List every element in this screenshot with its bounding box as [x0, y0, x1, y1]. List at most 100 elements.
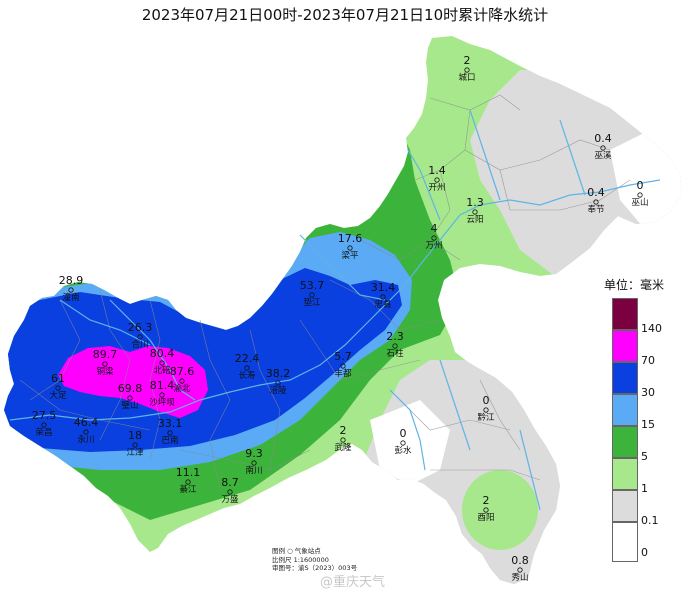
station-marker-icon	[185, 479, 191, 485]
station-value: 2	[483, 494, 490, 507]
station-潼南: 28.9 潼南	[59, 274, 84, 303]
station-璧山: 69.8 璧山	[118, 382, 143, 411]
station-石柱: 2.3 石柱	[386, 330, 404, 359]
station-marker-icon	[179, 378, 185, 384]
station-万盛: 8.7 万盛	[221, 476, 239, 505]
station-marker-icon	[275, 380, 281, 386]
station-北碚: 80.4 北碚	[150, 347, 175, 376]
station-marker-icon	[41, 422, 47, 428]
station-value: 33.1	[158, 417, 183, 430]
station-value: 22.4	[235, 352, 260, 365]
station-name: 垫江	[303, 297, 321, 308]
legend-label: 15	[641, 418, 655, 431]
station-name: 铜梁	[96, 366, 114, 377]
station-marker-icon	[102, 361, 108, 367]
station-name: 南川	[245, 465, 262, 476]
station-name: 永川	[77, 434, 94, 445]
station-marker-icon	[55, 385, 61, 391]
station-value: 5.7	[334, 350, 352, 363]
station-value: 69.8	[118, 382, 143, 395]
rain-zone-0-0.1-east	[610, 130, 682, 235]
rain-zone-70-140	[58, 346, 208, 418]
station-value: 31.4	[371, 281, 396, 294]
station-marker-icon	[434, 177, 440, 183]
station-marker-icon	[472, 209, 478, 215]
station-marker-icon	[517, 567, 523, 573]
station-开州: 1.4 开州	[428, 164, 446, 193]
station-name: 北碚	[153, 365, 171, 376]
station-秀山: 0.8 秀山	[511, 554, 529, 583]
map-title: 2023年07月21日00时-2023年07月21日10时累计降水统计	[141, 6, 549, 24]
station-marker-icon	[159, 392, 165, 398]
station-value: 0.8	[511, 554, 529, 567]
station-marker-icon	[392, 343, 398, 349]
station-value: 0.4	[594, 132, 612, 145]
station-长寿: 22.4 长寿	[235, 352, 260, 381]
station-layer: 2 城口 0.4 巫溪 1.4 开州 0 巫山 0.4 奉节 1.3 云阳 4 万州 17.6 梁平 53.7 垫…	[32, 54, 649, 583]
station-忠县: 31.4 忠县	[371, 281, 396, 310]
station-name: 长寿	[238, 370, 256, 381]
station-marker-icon	[600, 145, 606, 151]
station-城口: 2 城口	[458, 54, 475, 83]
station-奉节: 0.4 奉节	[587, 186, 605, 215]
station-marker-icon	[244, 365, 250, 371]
station-marker-icon	[637, 192, 643, 198]
station-name: 潼南	[62, 292, 79, 303]
station-name: 巫山	[631, 197, 648, 208]
station-value: 61	[51, 372, 65, 385]
station-name: 荣昌	[35, 427, 52, 438]
station-name: 城口	[458, 73, 475, 83]
station-value: 1.3	[466, 196, 484, 209]
station-value: 46.4	[74, 416, 99, 429]
legend-title: 单位：毫米	[604, 278, 665, 292]
station-value: 9.3	[245, 447, 263, 460]
station-marker-icon	[132, 442, 138, 448]
legend-swatch	[612, 394, 638, 426]
station-name: 沙坪坝	[149, 398, 175, 408]
station-梁平: 17.6 梁平	[338, 232, 363, 261]
station-marker-icon	[464, 67, 470, 73]
station-value: 17.6	[338, 232, 363, 245]
station-name: 綦江	[179, 484, 197, 495]
station-value: 0	[637, 179, 644, 192]
station-value: 27.5	[32, 409, 57, 422]
station-value: 81.4	[150, 379, 175, 392]
legend-swatch	[612, 298, 638, 330]
legend-label: 30	[641, 386, 655, 399]
station-value: 26.3	[128, 321, 153, 334]
station-marker-icon	[83, 429, 89, 435]
station-value: 2	[464, 54, 471, 67]
station-value: 87.6	[170, 365, 195, 378]
legend-label: 70	[641, 354, 655, 367]
station-value: 0	[483, 394, 490, 407]
station-marker-icon	[347, 245, 353, 251]
station-marker-icon	[227, 489, 233, 495]
legend-label: 140	[641, 322, 662, 335]
station-name: 巴南	[161, 435, 178, 446]
station-value: 2.3	[386, 330, 404, 343]
note-legend-symbol: 图例 ○ 气象站点	[272, 547, 321, 555]
station-南川: 9.3 南川	[245, 447, 263, 476]
note-approval-number: 审图号：渝S（2023）003号	[272, 564, 358, 572]
station-marker-icon	[483, 507, 489, 513]
station-marker-icon	[431, 235, 437, 241]
station-江津: 18 江津	[126, 429, 144, 458]
station-marker-icon	[68, 287, 74, 293]
station-value: 1.4	[428, 164, 446, 177]
district-boundaries	[19, 94, 631, 491]
station-酉阳: 2 酉阳	[477, 494, 494, 523]
station-value: 11.1	[176, 466, 201, 479]
station-marker-icon	[400, 440, 406, 446]
station-marker-icon	[483, 407, 489, 413]
station-marker-icon	[127, 395, 133, 401]
station-丰都: 5.7 丰都	[334, 350, 352, 379]
station-name: 秀山	[511, 572, 528, 583]
station-value: 38.2	[266, 367, 291, 380]
station-name: 云阳	[466, 215, 483, 225]
note-scale: 比例尺 1:1600000	[272, 555, 329, 564]
station-巫溪: 0.4 巫溪	[594, 132, 612, 161]
legend-swatch	[612, 490, 638, 522]
rivers	[9, 109, 661, 511]
station-云阳: 1.3 云阳	[466, 196, 484, 225]
